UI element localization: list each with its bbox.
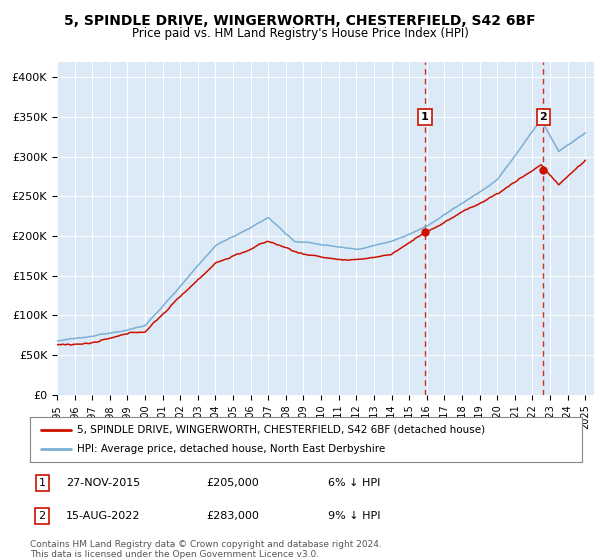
Text: 1: 1 (38, 478, 46, 488)
Text: 15-AUG-2022: 15-AUG-2022 (66, 511, 140, 521)
Text: £205,000: £205,000 (206, 478, 259, 488)
Text: HPI: Average price, detached house, North East Derbyshire: HPI: Average price, detached house, Nort… (77, 445, 385, 455)
Text: 9% ↓ HPI: 9% ↓ HPI (328, 511, 380, 521)
Text: Price paid vs. HM Land Registry's House Price Index (HPI): Price paid vs. HM Land Registry's House … (131, 27, 469, 40)
Text: 27-NOV-2015: 27-NOV-2015 (66, 478, 140, 488)
Text: 5, SPINDLE DRIVE, WINGERWORTH, CHESTERFIELD, S42 6BF (detached house): 5, SPINDLE DRIVE, WINGERWORTH, CHESTERFI… (77, 424, 485, 435)
Text: 2: 2 (38, 511, 46, 521)
Text: 5, SPINDLE DRIVE, WINGERWORTH, CHESTERFIELD, S42 6BF: 5, SPINDLE DRIVE, WINGERWORTH, CHESTERFI… (64, 14, 536, 28)
Text: 6% ↓ HPI: 6% ↓ HPI (328, 478, 380, 488)
Text: 2: 2 (539, 112, 547, 122)
Text: £283,000: £283,000 (206, 511, 260, 521)
Text: 1: 1 (421, 112, 429, 122)
Text: This data is licensed under the Open Government Licence v3.0.: This data is licensed under the Open Gov… (30, 550, 319, 559)
Text: Contains HM Land Registry data © Crown copyright and database right 2024.: Contains HM Land Registry data © Crown c… (30, 540, 382, 549)
